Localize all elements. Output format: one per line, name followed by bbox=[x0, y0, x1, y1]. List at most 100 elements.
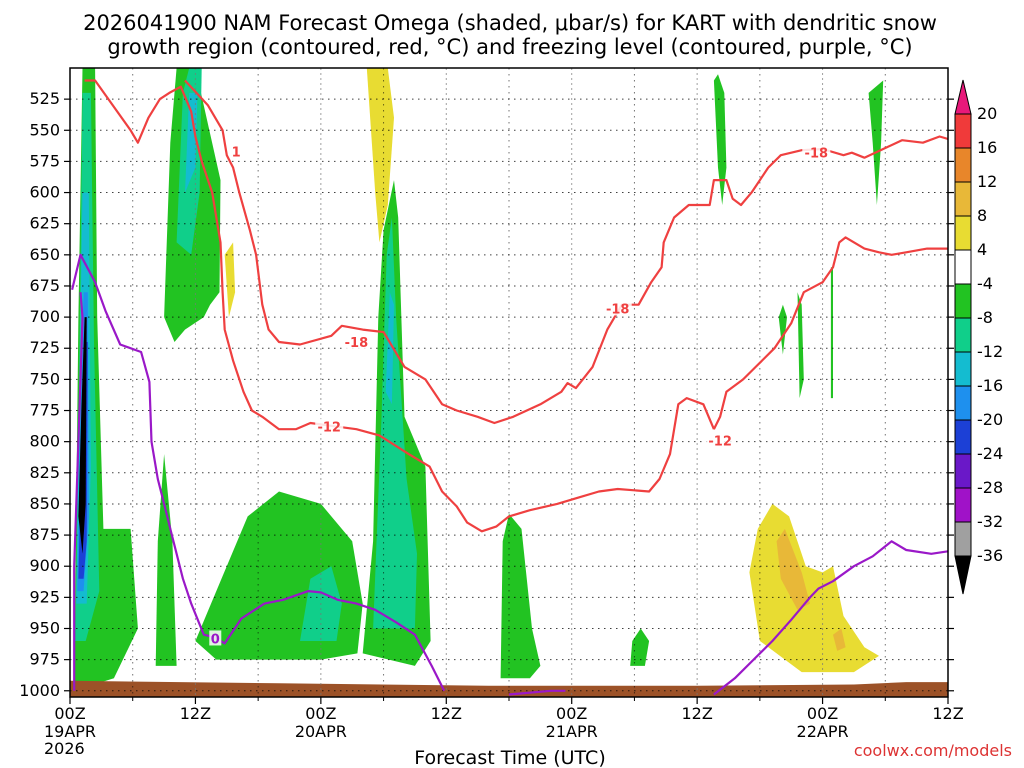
colorbar-label-7: -12 bbox=[977, 342, 1003, 361]
credit-text: coolwx.com/models bbox=[854, 741, 1012, 760]
colorbar-label-8: -16 bbox=[977, 376, 1003, 395]
omega-region-26 bbox=[833, 628, 846, 651]
x-tick-label-4: 00Z bbox=[556, 704, 587, 723]
dgz-contour-0 bbox=[84, 79, 715, 533]
freezing-contour-1 bbox=[73, 292, 84, 691]
dgz-contour-2 bbox=[712, 236, 948, 430]
x-tick-label-5: 12Z bbox=[681, 704, 712, 723]
omega-region-18 bbox=[868, 80, 884, 205]
omega-region-21 bbox=[830, 267, 833, 399]
x-tick-label-6: 00Z bbox=[807, 704, 838, 723]
terrain-surface bbox=[70, 680, 948, 697]
colorbar-label-1: 16 bbox=[977, 138, 997, 157]
y-tick-label-750: 750 bbox=[29, 369, 60, 388]
colorbar-seg-3 bbox=[954, 181, 972, 217]
colorbar-seg-4 bbox=[954, 215, 972, 251]
contour-labels: -12 -18 -18 -12 -18 1 0 bbox=[209, 143, 831, 647]
omega-region-5 bbox=[78, 317, 87, 554]
grid-lines bbox=[70, 68, 948, 697]
x-axis-label: Forecast Time (UTC) bbox=[414, 747, 605, 768]
freezing-contour-2 bbox=[508, 689, 566, 696]
x-tick-label-7: 12Z bbox=[932, 704, 963, 723]
contour-label-1: -18 bbox=[345, 336, 369, 351]
contour-label-0: -12 bbox=[317, 421, 341, 436]
colorbar-seg-7 bbox=[954, 317, 972, 353]
colorbar-label-13: -36 bbox=[977, 546, 1003, 565]
contour-label-6: 0 bbox=[211, 632, 220, 647]
colorbar-seg-2 bbox=[954, 147, 972, 183]
omega-region-15 bbox=[500, 513, 541, 679]
colorbar-label-3: 8 bbox=[977, 206, 987, 225]
omega-region-14 bbox=[385, 292, 394, 405]
colorbar: 20 16 12 8 4 -4 -8 -12 -16 -20 -24 -28 -32 -36 bbox=[954, 79, 1003, 595]
y-tick-label-800: 800 bbox=[29, 432, 60, 451]
x-tick-date-0: 19APR bbox=[44, 722, 96, 741]
colorbar-bottom-arrow bbox=[954, 555, 972, 595]
colorbar-seg-6 bbox=[954, 283, 972, 319]
colorbar-label-4: 4 bbox=[977, 240, 987, 259]
x-tick-date-2: 20APR bbox=[295, 722, 347, 741]
y-tick-label-575: 575 bbox=[29, 151, 60, 170]
y-tick-label-675: 675 bbox=[29, 276, 60, 295]
contour-label-bg-4 bbox=[802, 144, 831, 160]
y-tick-label-550: 550 bbox=[29, 120, 60, 139]
omega-region-20 bbox=[797, 292, 804, 399]
x-tick-label-0: 00Z bbox=[54, 704, 85, 723]
dendritic-growth-contours bbox=[84, 79, 948, 533]
colorbar-seg-11 bbox=[954, 453, 972, 489]
y-tick-label-725: 725 bbox=[29, 338, 60, 357]
x-tick-date-4: 21APR bbox=[546, 722, 598, 741]
x-tick-year-0: 2026 bbox=[44, 739, 85, 758]
omega-region-22 bbox=[366, 68, 394, 243]
y-tick-label-875: 875 bbox=[29, 525, 60, 544]
omega-region-9 bbox=[185, 92, 198, 193]
y-tick-label-600: 600 bbox=[29, 183, 60, 202]
y-tick-label-525: 525 bbox=[29, 89, 60, 108]
dgz-contour-1 bbox=[184, 79, 948, 425]
omega-region-16 bbox=[630, 628, 650, 666]
x-tick-label-1: 12Z bbox=[180, 704, 211, 723]
freezing-level-contours bbox=[71, 253, 948, 696]
omega-region-17 bbox=[713, 74, 727, 205]
colorbar-seg-8 bbox=[954, 351, 972, 387]
contour-label-4: -18 bbox=[805, 147, 829, 162]
terrain-fill bbox=[70, 680, 948, 697]
x-tick-label-3: 12Z bbox=[431, 704, 462, 723]
contour-label-bg-2 bbox=[603, 300, 632, 316]
colorbar-seg-9 bbox=[954, 385, 972, 421]
contour-label-bg-6 bbox=[209, 630, 222, 646]
y-tick-label-900: 900 bbox=[29, 556, 60, 575]
contour-label-bg-3 bbox=[706, 432, 735, 448]
y-tick-label-650: 650 bbox=[29, 245, 60, 264]
colorbar-label-2: 12 bbox=[977, 172, 997, 191]
colorbar-seg-1 bbox=[954, 113, 972, 149]
colorbar-seg-12 bbox=[954, 487, 972, 523]
colorbar-label-11: -28 bbox=[977, 478, 1003, 497]
colorbar-label-0: 20 bbox=[977, 104, 997, 123]
omega-region-6 bbox=[155, 454, 177, 666]
colorbar-label-12: -32 bbox=[977, 512, 1003, 531]
contour-label-bg-1 bbox=[342, 334, 371, 350]
colorbar-seg-13 bbox=[954, 521, 972, 557]
chart-title-line-1: 2026041900 NAM Forecast Omega (shaded, μ… bbox=[83, 11, 937, 35]
y-axis-ticks: 1000 975 950 925 900 875 850 825 800 775 750 725 700… bbox=[19, 89, 954, 700]
y-tick-label-1000: 1000 bbox=[19, 681, 60, 700]
x-tick-date-6: 22APR bbox=[797, 722, 849, 741]
y-tick-label-625: 625 bbox=[29, 214, 60, 233]
y-tick-label-975: 975 bbox=[29, 650, 60, 669]
x-tick-label-2: 00Z bbox=[305, 704, 336, 723]
y-tick-label-825: 825 bbox=[29, 463, 60, 482]
contour-label-bg-0 bbox=[315, 418, 344, 434]
y-tick-label-850: 850 bbox=[29, 494, 60, 513]
y-tick-label-700: 700 bbox=[29, 307, 60, 326]
colorbar-top-arrow bbox=[954, 79, 972, 115]
colorbar-label-5: -4 bbox=[977, 274, 993, 293]
colorbar-label-6: -8 bbox=[977, 308, 993, 327]
colorbar-label-9: -20 bbox=[977, 410, 1003, 429]
omega-region-25 bbox=[776, 528, 810, 610]
contour-label-2: -18 bbox=[606, 302, 630, 317]
omega-region-23 bbox=[224, 242, 236, 318]
y-tick-label-775: 775 bbox=[29, 401, 60, 420]
